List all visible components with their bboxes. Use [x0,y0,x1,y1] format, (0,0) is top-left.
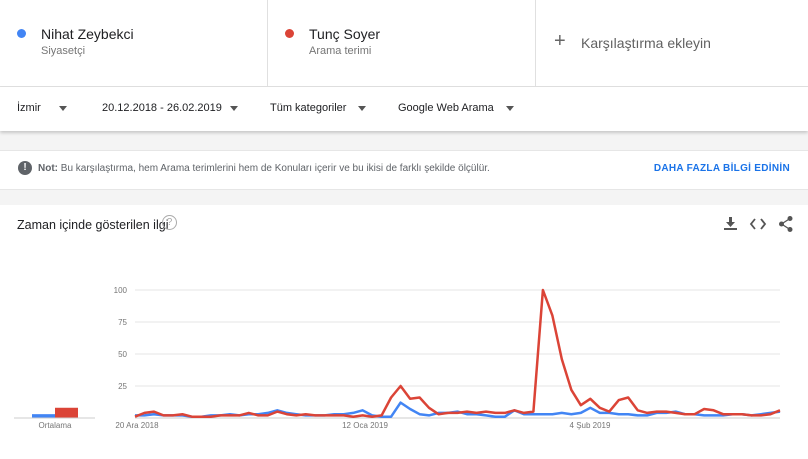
card-title: Zaman içinde gösterilen ilgi [17,218,169,232]
y-tick-label: 75 [118,318,127,327]
category-value: Tüm kategoriler [270,102,347,114]
region-value: İzmir [17,102,41,114]
search-type-value: Google Web Arama [398,102,494,114]
x-tick-label: 20 Ara 2018 [115,421,159,430]
share-icon[interactable] [779,216,793,232]
term-name[interactable]: Nihat Zeybekci [41,26,134,42]
help-icon[interactable]: ? [162,215,177,230]
series-color-dot [285,29,294,38]
compare-terms-bar: Nihat Zeybekci Siyasetçi Tunç Soyer Aram… [0,0,808,87]
y-tick-label: 25 [118,382,127,391]
y-tick-label: 50 [118,350,127,359]
filters-bar: İzmir 20.12.2018 - 26.02.2019 Tüm katego… [0,87,808,131]
add-comparison-button[interactable]: + Karşılaştırma ekleyin [536,0,808,86]
date-range-dropdown[interactable]: 20.12.2018 - 26.02.2019 [102,102,238,114]
chevron-down-icon [358,105,367,111]
term-name[interactable]: Tunç Soyer [309,26,381,42]
info-icon: ! [18,161,32,175]
chevron-down-icon [505,105,514,111]
note-label: Not: [38,163,58,174]
note-body: Bu karşılaştırma, hem Arama terimlerini … [60,163,490,174]
chevron-down-icon [58,105,67,111]
x-tick-label: 12 Oca 2019 [342,421,388,430]
x-tick-label: 4 Şub 2019 [570,421,611,430]
series-color-dot [17,29,26,38]
y-tick-label: 100 [114,286,128,295]
category-dropdown[interactable]: Tüm kategoriler [270,102,367,114]
learn-more-link[interactable]: DAHA FAZLA BİLGİ EDİNİN [653,163,790,174]
note-text: Not: Bu karşılaştırma, hem Arama terimle… [38,163,490,174]
series-line [134,288,781,418]
plus-icon: + [554,30,566,52]
term-type: Siyasetçi [41,45,86,57]
chevron-down-icon [229,105,238,111]
embed-icon[interactable] [749,218,767,230]
note-banner [0,150,808,190]
add-comparison-label: Karşılaştırma ekleyin [581,35,711,51]
interest-over-time-card [0,205,808,459]
average-label: Ortalama [39,421,72,430]
interest-line-chart: 100 75 50 25 20 Ara 2018 12 Oca 2019 4 Şub 201… [14,286,781,430]
date-range-value: 20.12.2018 - 26.02.2019 [102,102,222,114]
search-type-dropdown[interactable]: Google Web Arama [398,102,514,114]
download-icon[interactable] [724,217,737,230]
average-bar [55,407,78,418]
term-card-1[interactable]: Nihat Zeybekci Siyasetçi [0,0,268,86]
term-type: Arama terimi [309,45,372,57]
region-dropdown[interactable]: İzmir [17,102,67,114]
average-bar [32,414,55,418]
term-card-2[interactable]: Tunç Soyer Arama terimi [268,0,536,86]
